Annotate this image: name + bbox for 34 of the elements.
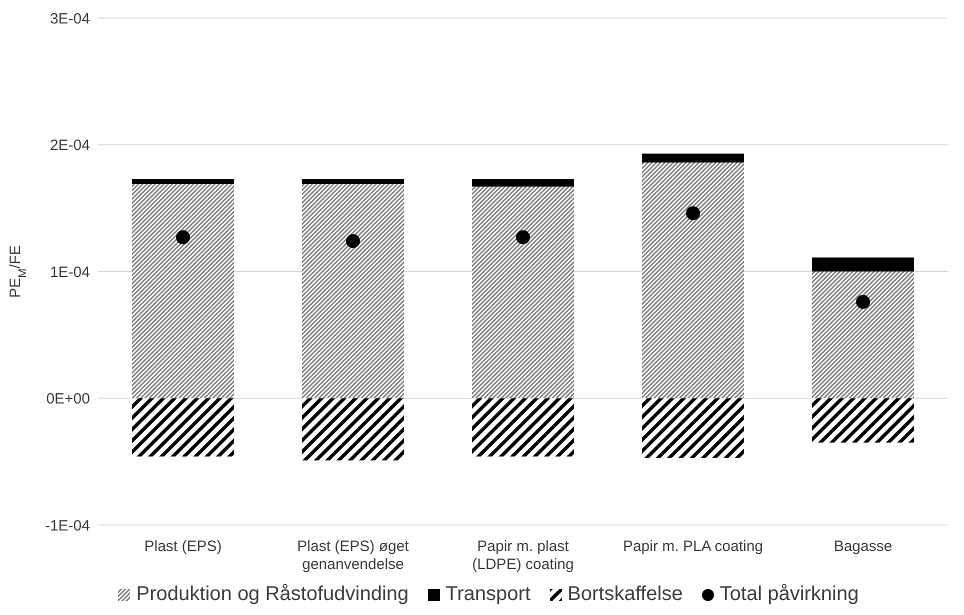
- legend-label: Transport: [444, 583, 531, 606]
- bar: [132, 184, 234, 398]
- legend-label: Total påvirkning: [718, 583, 859, 606]
- point: [856, 294, 870, 309]
- bar: [812, 258, 914, 272]
- y-tick-label: 3E-04: [50, 10, 90, 28]
- legend-label: Bortskaffelse: [566, 583, 683, 606]
- bar: [472, 398, 574, 457]
- bar: [642, 154, 744, 162]
- bar: [642, 162, 744, 398]
- y-tick-label: 1E-04: [50, 264, 90, 281]
- point: [686, 206, 700, 220]
- y-tick-label: -1E-04: [44, 517, 90, 534]
- bar: [302, 178, 404, 184]
- legend-label: Produktion og Råstofudvinding: [135, 583, 409, 606]
- x-tick-label: Plast (EPS): [144, 538, 222, 555]
- x-tick-label: Papir m. plast (LDPE) coating: [472, 538, 574, 573]
- x-tick-label: Papir m. PLA coating: [622, 538, 764, 555]
- bar: [812, 272, 914, 398]
- bar: [472, 178, 574, 187]
- bar: [302, 398, 404, 460]
- x-tick-label: Bagasse: [834, 538, 892, 555]
- bar: [472, 186, 574, 398]
- bar: [132, 178, 234, 184]
- point: [516, 230, 530, 244]
- y-tick-label: 2E-04: [50, 137, 90, 154]
- bar: [812, 398, 914, 443]
- x-tick-label: Plast (EPS) øget genanvendelse: [297, 538, 410, 573]
- bar: [302, 184, 404, 398]
- point: [176, 230, 190, 244]
- point: [346, 234, 360, 248]
- bar: [642, 398, 744, 458]
- y-tick-label: 0E+00: [46, 390, 90, 408]
- bar: [132, 398, 234, 457]
